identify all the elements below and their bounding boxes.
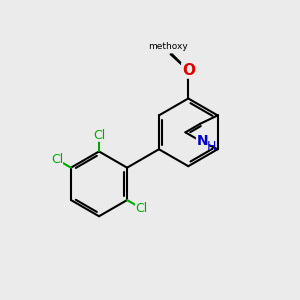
Text: H: H [207, 140, 217, 153]
Text: N: N [196, 134, 208, 148]
Text: Cl: Cl [51, 153, 63, 166]
Text: Cl: Cl [135, 202, 147, 215]
Text: methoxy: methoxy [148, 42, 188, 51]
Text: O: O [182, 63, 195, 78]
Text: Cl: Cl [93, 129, 105, 142]
